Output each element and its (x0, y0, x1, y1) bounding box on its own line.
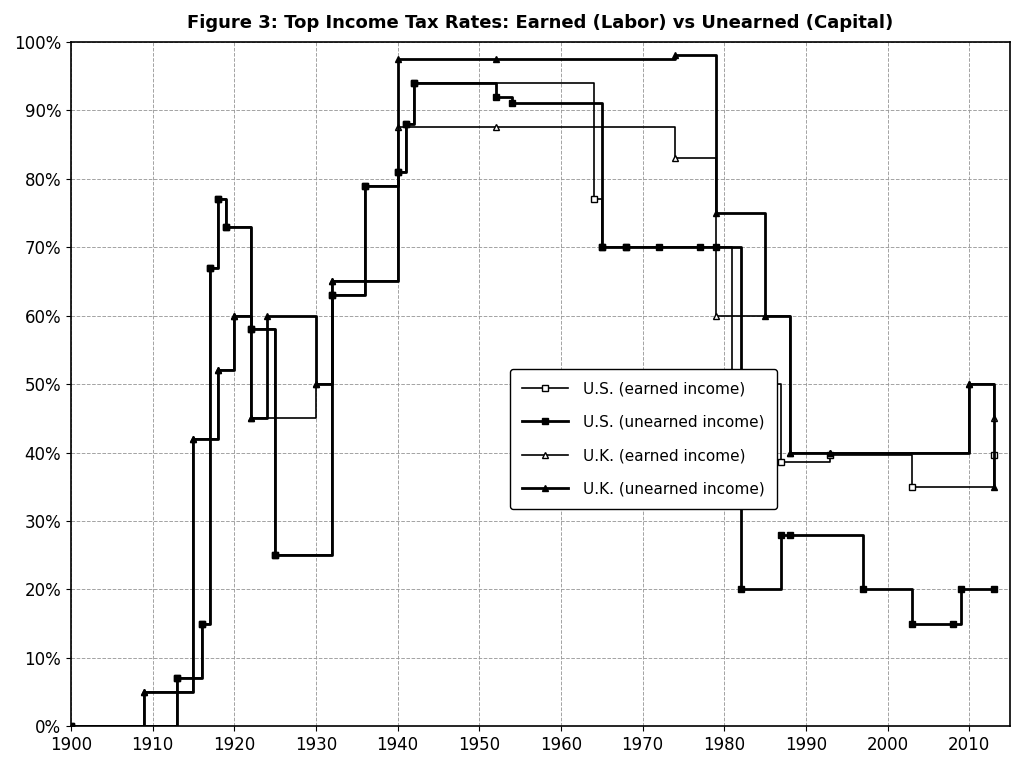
U.K. (unearned income) (187, 434, 200, 443)
U.S. (earned income) (408, 78, 420, 88)
U.K. (earned income) (987, 414, 999, 423)
U.K. (earned income) (964, 379, 976, 389)
U.S. (unearned income) (652, 243, 665, 252)
U.S. (earned income) (358, 181, 371, 190)
U.K. (unearned income) (987, 482, 999, 492)
U.S. (unearned income) (955, 585, 968, 594)
U.K. (earned income) (138, 687, 151, 697)
U.S. (unearned income) (212, 194, 224, 204)
U.S. (unearned income) (196, 619, 208, 628)
U.K. (unearned income) (824, 448, 837, 457)
U.K. (unearned income) (212, 366, 224, 375)
U.S. (unearned income) (391, 167, 403, 177)
U.S. (unearned income) (596, 243, 608, 252)
U.K. (unearned income) (65, 722, 77, 731)
U.K. (unearned income) (326, 276, 338, 286)
U.S. (earned income) (204, 263, 216, 273)
U.K. (unearned income) (759, 311, 771, 320)
U.S. (unearned income) (621, 243, 633, 252)
U.K. (unearned income) (783, 448, 796, 457)
Line: U.K. (unearned income): U.K. (unearned income) (68, 53, 996, 729)
U.S. (unearned income) (775, 530, 787, 539)
U.S. (earned income) (621, 243, 633, 252)
U.K. (earned income) (326, 276, 338, 286)
U.S. (unearned income) (710, 243, 722, 252)
Line: U.K. (earned income): U.K. (earned income) (68, 124, 996, 729)
U.S. (earned income) (65, 722, 77, 731)
U.S. (earned income) (824, 451, 837, 460)
U.S. (earned income) (171, 674, 183, 683)
U.S. (unearned income) (326, 290, 338, 300)
U.K. (unearned income) (138, 687, 151, 697)
U.S. (earned income) (269, 551, 282, 560)
U.K. (unearned income) (489, 55, 502, 64)
U.K. (earned income) (228, 311, 241, 320)
U.S. (unearned income) (857, 585, 869, 594)
U.K. (earned income) (489, 123, 502, 132)
Title: Figure 3: Top Income Tax Rates: Earned (Labor) vs Unearned (Capital): Figure 3: Top Income Tax Rates: Earned (… (187, 14, 894, 32)
U.K. (earned income) (245, 414, 257, 423)
U.S. (earned income) (245, 325, 257, 334)
U.S. (earned income) (987, 451, 999, 460)
U.S. (unearned income) (358, 181, 371, 190)
U.S. (unearned income) (204, 263, 216, 273)
Legend: U.S. (earned income), U.S. (unearned income), U.K. (earned income), U.K. (unearn: U.S. (earned income), U.S. (unearned inc… (510, 369, 777, 508)
U.S. (unearned income) (506, 99, 518, 108)
U.K. (unearned income) (228, 311, 241, 320)
U.K. (unearned income) (669, 51, 681, 60)
U.S. (unearned income) (734, 585, 746, 594)
Line: U.S. (earned income): U.S. (earned income) (68, 80, 996, 729)
Line: U.S. (unearned income): U.S. (unearned income) (68, 80, 996, 729)
U.K. (unearned income) (261, 311, 273, 320)
U.S. (unearned income) (245, 325, 257, 334)
U.S. (unearned income) (947, 619, 959, 628)
U.S. (unearned income) (783, 530, 796, 539)
U.K. (earned income) (710, 311, 722, 320)
U.S. (earned income) (596, 243, 608, 252)
U.K. (earned income) (391, 123, 403, 132)
U.S. (earned income) (775, 458, 787, 467)
U.S. (earned income) (212, 194, 224, 204)
U.K. (unearned income) (245, 414, 257, 423)
U.K. (unearned income) (309, 379, 322, 389)
U.S. (unearned income) (220, 222, 232, 231)
U.S. (earned income) (726, 379, 738, 389)
U.K. (earned income) (309, 379, 322, 389)
U.S. (unearned income) (408, 78, 420, 88)
U.S. (unearned income) (269, 551, 282, 560)
U.S. (earned income) (391, 167, 403, 177)
U.K. (earned income) (187, 434, 200, 443)
U.S. (earned income) (326, 290, 338, 300)
U.K. (earned income) (212, 366, 224, 375)
U.S. (earned income) (220, 222, 232, 231)
U.K. (earned income) (783, 448, 796, 457)
U.S. (earned income) (734, 379, 746, 389)
U.S. (unearned income) (65, 722, 77, 731)
U.S. (unearned income) (693, 243, 706, 252)
U.S. (unearned income) (171, 674, 183, 683)
U.S. (earned income) (196, 619, 208, 628)
U.K. (unearned income) (710, 208, 722, 217)
U.S. (unearned income) (399, 119, 412, 128)
U.K. (earned income) (824, 448, 837, 457)
U.K. (earned income) (669, 154, 681, 163)
U.S. (unearned income) (987, 585, 999, 594)
U.S. (earned income) (399, 119, 412, 128)
U.K. (earned income) (65, 722, 77, 731)
U.S. (earned income) (588, 194, 600, 204)
U.S. (unearned income) (906, 619, 919, 628)
U.K. (unearned income) (391, 55, 403, 64)
U.S. (unearned income) (489, 92, 502, 101)
U.K. (unearned income) (964, 379, 976, 389)
U.S. (earned income) (906, 482, 919, 492)
